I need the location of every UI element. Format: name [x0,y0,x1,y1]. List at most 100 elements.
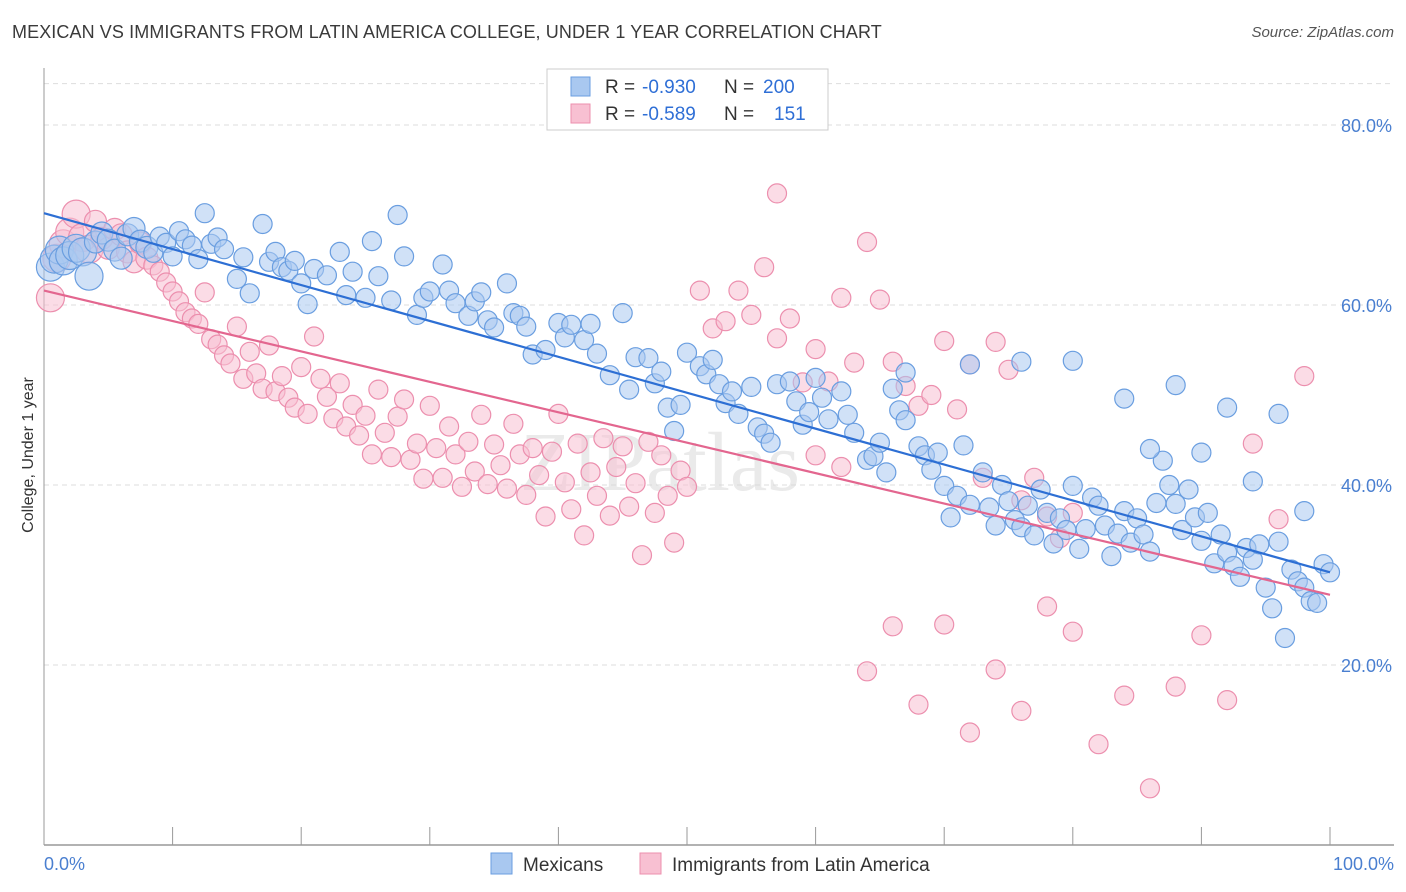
data-point [1133,524,1154,545]
data-point [786,391,807,412]
data-point [1165,375,1186,396]
chart-title: MEXICAN VS IMMIGRANTS FROM LATIN AMERICA… [12,22,882,42]
data-point [766,183,788,204]
data-point [612,436,633,457]
data-point [458,431,479,452]
data-point [1229,566,1251,587]
data-point [484,317,505,338]
data-point [348,425,370,446]
data-point [1268,509,1289,530]
data-point [342,394,363,415]
bottom-legend-label-immigrants: Immigrants from Latin America [672,855,930,876]
data-point [927,442,948,463]
data-point [387,204,408,226]
data-point [535,506,556,527]
data-point [811,387,833,408]
data-point [593,428,614,449]
data-point [1114,685,1135,706]
data-point [599,505,620,526]
data-point [1011,700,1032,722]
data-point [805,445,826,466]
data-point [561,314,582,335]
data-point [516,484,537,505]
x-ticks [43,827,1331,845]
data-point [882,616,903,637]
data-point [432,467,453,488]
data-point [361,444,383,465]
data-point [368,379,389,400]
data-point [612,303,633,324]
legend-r-value-blue: -0.930 [642,77,696,98]
data-point [529,465,550,486]
x-tick-label-min: 0.0% [44,854,85,874]
data-point [1307,592,1328,614]
data-point [1191,442,1212,463]
data-point [406,433,428,454]
data-point [638,431,659,452]
data-point [432,254,453,275]
data-point [1043,533,1064,554]
data-point [1217,397,1238,418]
data-point [1101,545,1122,567]
data-point [226,268,247,289]
data-point [760,432,781,453]
data-point [329,241,350,262]
data-point [496,273,518,294]
data-point [1159,474,1180,496]
data-point [194,203,215,224]
data-point [882,378,903,399]
data-point [297,403,318,424]
data-point [162,246,183,267]
data-point [291,357,312,378]
data-point [702,349,723,370]
data-point [194,282,215,303]
y-tick-label: 20.0% [1341,656,1392,676]
data-point [303,326,325,347]
data-point [438,416,460,437]
data-point [882,351,903,372]
data-point [535,339,556,361]
data-point [876,462,897,483]
data-point [342,261,363,282]
data-point [741,376,762,397]
data-point [445,444,466,465]
data-point [985,515,1006,536]
data-point [109,246,133,270]
data-point [1191,625,1212,646]
data-point [766,328,788,349]
data-point [490,455,511,476]
data-point [831,456,852,478]
data-point [316,386,338,407]
data-point [670,394,691,415]
data-point [1017,495,1038,516]
data-point [1011,351,1032,372]
legend-n-value-pink: 151 [774,104,806,125]
data-point [934,330,955,352]
stats-legend: R = -0.930 N = 200 R = -0.589 N = 151 [546,68,829,131]
data-point [580,313,601,334]
data-point [586,343,608,364]
data-point [651,361,672,382]
data-point [869,289,891,310]
data-point [567,433,588,454]
trend-line-mexicans [43,212,1331,574]
y-tick-label: 80.0% [1341,116,1392,136]
data-point [619,496,640,517]
data-point [471,404,492,425]
data-point [844,352,865,373]
data-point [516,316,537,337]
data-point [799,402,820,423]
data-point [419,395,440,416]
data-point [477,474,498,495]
data-point [664,532,685,553]
data-point [959,722,981,743]
data-point [426,438,447,459]
data-point [355,405,376,426]
data-point [541,441,563,462]
legend-n-label-pink: N = [724,104,754,125]
data-point [368,266,389,287]
data-point [419,281,440,302]
data-point [644,502,665,524]
data-point [1152,450,1173,471]
pink-series-points [35,183,1315,799]
